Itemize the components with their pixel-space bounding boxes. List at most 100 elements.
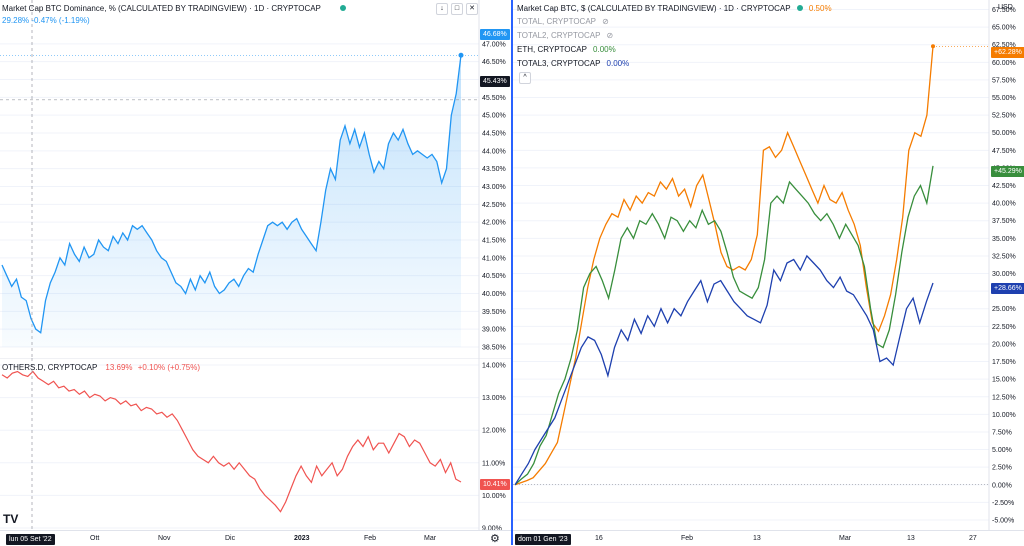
tradingview-logo: TV <box>3 512 19 526</box>
marketcap-ytick: 15.00% <box>992 377 1016 384</box>
live-dot-icon-right <box>796 5 803 11</box>
right-xtick: 13 <box>753 535 761 542</box>
orange-last-marker <box>931 44 935 49</box>
others-ytick: 9.00% <box>482 526 502 531</box>
dominance-ytick: 39.50% <box>482 309 506 316</box>
others-series-line <box>1 370 462 513</box>
legend-total3-label: TOTAL3, CRYPTOCAP <box>517 59 601 68</box>
others-dominance-pane[interactable]: 14.00% 13.00% 12.00% 11.00% 10.00% 9.00% OTHE… <box>0 358 511 530</box>
left-time-axis[interactable]: Ott Nov Dic 2023 Feb Mar lun 05 Set '22 ⚙ <box>0 530 511 546</box>
dominance-ytick: 44.50% <box>482 131 506 138</box>
marketcap-ytick: 55.00% <box>992 95 1016 102</box>
marketcap-ytick: 67.50% <box>992 7 1016 14</box>
dominance-ytick: 45.00% <box>482 113 506 120</box>
others-dominance-chart[interactable]: 14.00% 13.00% 12.00% 11.00% 10.00% 9.00% <box>0 358 511 530</box>
btc-dominance-pane[interactable]: 47.00%46.50%46.00%45.50%45.00%44.50%44.0… <box>0 0 511 358</box>
marketcap-ytick: 42.50% <box>992 183 1016 190</box>
marketcap-ytick: -2.50% <box>992 500 1014 507</box>
total3-series-line <box>514 254 934 486</box>
legend-total3[interactable]: TOTAL3, CRYPTOCAP 0.00% <box>517 59 629 68</box>
right-xtick: Feb <box>681 535 694 542</box>
right-xtick: Mar <box>839 535 852 542</box>
others-ytick: 11.00% <box>482 460 505 467</box>
others-last-badge: 10.41% <box>480 479 510 490</box>
arrow-down-icon[interactable]: ↓ <box>436 3 448 15</box>
orange-series-badge: +62.28% <box>991 47 1024 58</box>
eye-off-icon[interactable]: ⊘ <box>606 31 614 40</box>
market-cap-chart[interactable]: 67.50% 65.00% 62.50% 60.00% 57.50% 55.00% 52.5… <box>513 0 1024 530</box>
dominance-ytick: 44.00% <box>482 148 506 155</box>
left-xtick: Feb <box>364 535 377 542</box>
marketcap-ytick: 2.50% <box>992 465 1012 472</box>
collapse-legend-icon[interactable]: ^ <box>519 72 531 84</box>
marketcap-ytick: 7.50% <box>992 429 1012 436</box>
legend-total2-label: TOTAL2, CRYPTOCAP <box>517 31 601 40</box>
eth-series-line <box>514 165 934 486</box>
dominance-ytick: 38.50% <box>482 345 506 352</box>
marketcap-ytick: 17.50% <box>992 359 1016 366</box>
eye-off-icon[interactable]: ⊘ <box>602 17 609 26</box>
marketcap-ytick: 0.00% <box>992 482 1012 489</box>
currency-label: USD <box>998 4 1013 11</box>
dominance-ytick: 40.00% <box>482 291 506 298</box>
market-cap-value: 0.50% <box>808 4 832 13</box>
marketcap-ytick: 25.00% <box>992 306 1016 313</box>
dominance-ytick: 41.00% <box>482 255 506 262</box>
dominance-ytick: 39.00% <box>482 327 506 334</box>
others-value: 13.69% <box>105 363 133 372</box>
others-label: OTHERS.D, CRYPTOCAP 13.69% +0.10% (+0.75… <box>2 363 200 372</box>
settings-gear-icon[interactable]: ⚙ <box>490 533 500 545</box>
legend-total2[interactable]: TOTAL2, CRYPTOCAP ⊘ <box>517 31 613 40</box>
others-ytick: 12.00% <box>482 428 506 435</box>
left-xtick: Dic <box>225 535 236 542</box>
left-xtick: Nov <box>158 535 171 542</box>
right-xtick: 27 <box>969 535 977 542</box>
others-title: OTHERS.D, CRYPTOCAP <box>2 363 98 372</box>
dominance-ytick: 41.50% <box>482 238 506 245</box>
marketcap-ytick: 35.00% <box>992 236 1016 243</box>
right-xtick: 13 <box>907 535 915 542</box>
legend-eth-label: ETH, CRYPTOCAP <box>517 45 587 54</box>
live-dot-icon <box>340 5 346 11</box>
dominance-ytick: 40.50% <box>482 273 506 280</box>
marketcap-ytick: 57.50% <box>992 77 1016 84</box>
left-xtick: 2023 <box>294 535 310 542</box>
marketcap-ytick: 22.50% <box>992 324 1016 331</box>
marketcap-ytick: 52.50% <box>992 113 1016 120</box>
btc-dominance-chart[interactable]: 47.00%46.50%46.00%45.50%45.00%44.50%44.0… <box>0 0 511 358</box>
marketcap-ytick: 47.50% <box>992 148 1016 155</box>
marketcap-ytick: 20.00% <box>992 341 1016 348</box>
marketcap-ytick: 32.50% <box>992 253 1016 260</box>
left-xtick: Ott <box>90 535 100 542</box>
marketcap-ytick: 30.00% <box>992 271 1016 278</box>
marketcap-ytick: 65.00% <box>992 25 1016 32</box>
dominance-area-fill <box>2 55 461 347</box>
maximize-icon[interactable]: □ <box>451 3 463 15</box>
dominance-ytick: 45.50% <box>482 95 506 102</box>
eth-series-badge: +45.29% <box>991 166 1024 177</box>
legend-eth[interactable]: ETH, CRYPTOCAP 0.00% <box>517 45 616 54</box>
last-point-marker <box>458 52 464 58</box>
btc-dominance-title: Market Cap BTC Dominance, % (CALCULATED … <box>2 4 321 13</box>
others-ytick: 13.00% <box>482 395 506 402</box>
right-time-axis[interactable]: 16 Feb 13 Mar 13 27 dom 01 Gen '23 <box>513 530 1024 546</box>
market-cap-title: Market Cap BTC, $ (CALCULATED BY TRADING… <box>517 4 791 13</box>
marketcap-ytick: 40.00% <box>992 201 1016 208</box>
panes-divider[interactable] <box>511 0 513 545</box>
total3-series-badge: +28.66% <box>991 283 1024 294</box>
marketcap-ytick: 50.00% <box>992 130 1016 137</box>
btc-dominance-change: 29.28% -0.47% (-1.19%) <box>2 16 90 25</box>
dominance-ytick: 43.00% <box>482 184 506 191</box>
dominance-ytick: 42.00% <box>482 220 506 227</box>
legend-eth-value: 0.00% <box>593 45 616 54</box>
close-pane-icon[interactable]: ✕ <box>466 3 478 15</box>
market-cap-pane[interactable]: 67.50% 65.00% 62.50% 60.00% 57.50% 55.00% 52.5… <box>513 0 1024 530</box>
others-ytick: 14.00% <box>482 363 506 370</box>
marketcap-ytick: -5.00% <box>992 517 1014 524</box>
left-xtick: Mar <box>424 535 437 542</box>
legend-total[interactable]: TOTAL, CRYPTOCAP ⊘ <box>517 17 609 26</box>
dominance-ytick: 42.50% <box>482 202 506 209</box>
others-change: +0.10% (+0.75%) <box>137 363 201 372</box>
crosshair-price-badge: 45.43% <box>480 76 510 87</box>
dominance-ytick: 47.00% <box>482 41 506 48</box>
